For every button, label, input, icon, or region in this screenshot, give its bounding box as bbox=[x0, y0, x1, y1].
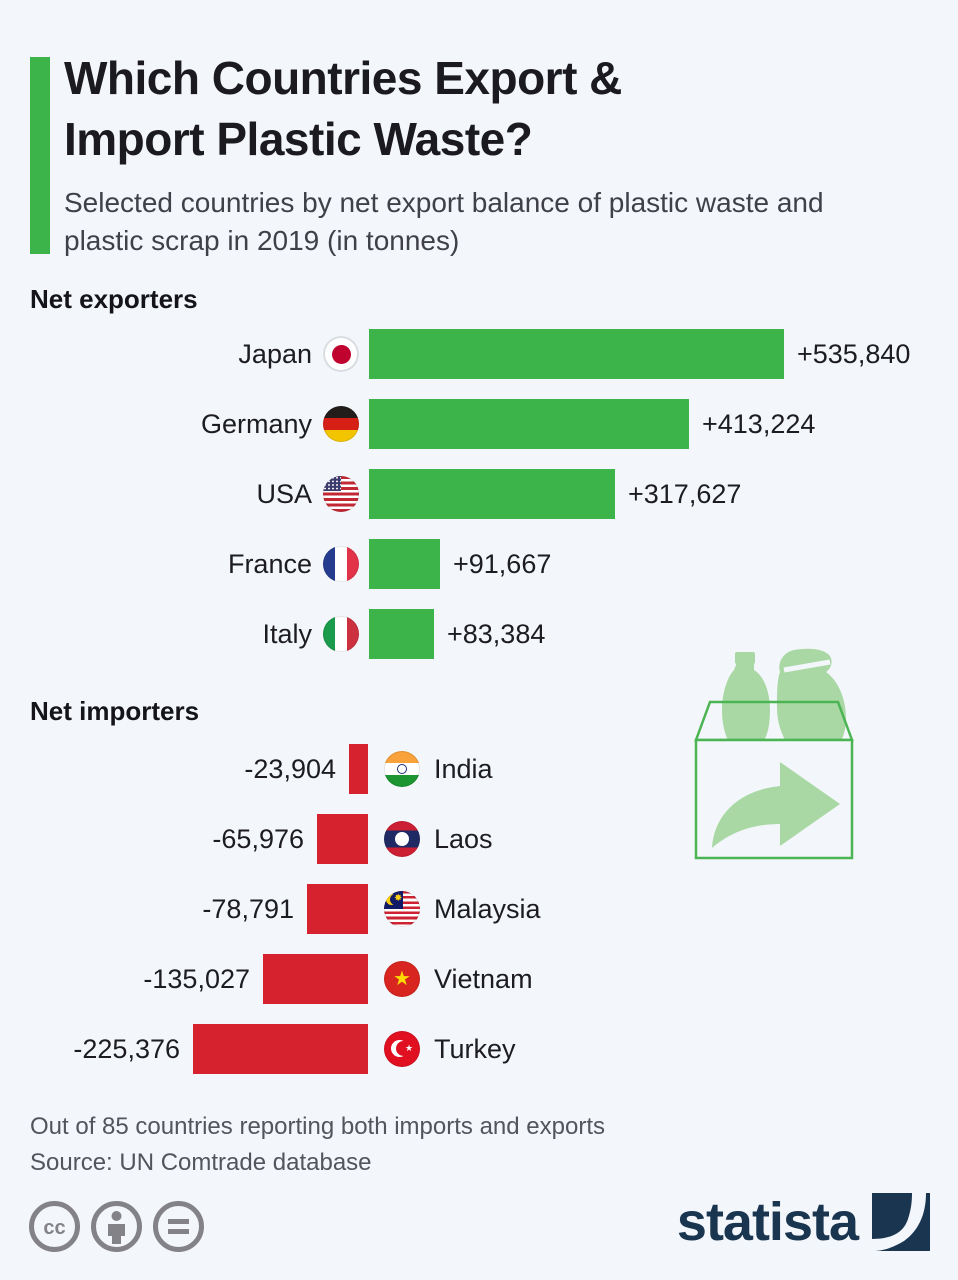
statista-logo-mark-icon bbox=[872, 1193, 930, 1251]
value-label-italy: +83,384 bbox=[447, 618, 546, 649]
country-label-vietnam: Vietnam bbox=[434, 963, 533, 994]
india-flag-icon bbox=[384, 751, 420, 787]
country-label-usa: USA bbox=[256, 478, 312, 509]
bar-japan bbox=[369, 329, 784, 379]
bar-vietnam bbox=[263, 954, 368, 1004]
exporter-bars: Japan +535,840 Germany +413,224 USA +317… bbox=[0, 319, 958, 669]
bar-row-france: France +91,667 bbox=[0, 529, 958, 599]
bar-row-italy: Italy +83,384 bbox=[0, 599, 958, 669]
turkey-flag-icon: ★ bbox=[384, 1031, 420, 1067]
france-flag-icon bbox=[323, 546, 359, 582]
bar-row-vietnam: -135,027 ★ Vietnam bbox=[0, 944, 958, 1014]
source-note: Source: UN Comtrade database bbox=[30, 1149, 372, 1176]
cc-license-icons: cc bbox=[28, 1200, 205, 1253]
bar-italy bbox=[369, 609, 434, 659]
cc-by-icon bbox=[91, 1201, 142, 1252]
value-label-japan: +535,840 bbox=[797, 338, 911, 369]
country-label-france: France bbox=[227, 548, 312, 579]
country-label-germany: Germany bbox=[200, 408, 312, 439]
value-label-laos: -65,976 bbox=[212, 823, 304, 854]
value-label-india: -23,904 bbox=[244, 753, 336, 784]
italy-flag-icon bbox=[323, 616, 359, 652]
germany-flag-icon bbox=[323, 406, 359, 442]
bar-row-malaysia: -78,791 ✸ Malaysia bbox=[0, 874, 958, 944]
footnote: Out of 85 countries reporting both impor… bbox=[30, 1113, 605, 1140]
country-label-turkey: Turkey bbox=[434, 1033, 516, 1064]
value-label-france: +91,667 bbox=[453, 548, 552, 579]
title-line-2: Import Plastic Waste? bbox=[64, 113, 533, 165]
country-label-japan: Japan bbox=[238, 338, 312, 369]
bar-france bbox=[369, 539, 440, 589]
vietnam-flag-icon: ★ bbox=[384, 961, 420, 997]
malaysia-flag-icon: ✸ bbox=[384, 891, 420, 927]
value-label-malaysia: -78,791 bbox=[202, 893, 294, 924]
bar-row-japan: Japan +535,840 bbox=[0, 319, 958, 389]
page-title: Which Countries Export & Import Plastic … bbox=[64, 48, 924, 170]
bar-india bbox=[349, 744, 368, 794]
bar-row-turkey: -225,376 ★ Turkey bbox=[0, 1014, 958, 1084]
bar-row-usa: USA +317,627 bbox=[0, 459, 958, 529]
value-label-usa: +317,627 bbox=[628, 478, 742, 509]
bar-germany bbox=[369, 399, 689, 449]
net-importers-heading: Net importers bbox=[30, 696, 200, 726]
net-exporters-heading: Net exporters bbox=[30, 284, 198, 314]
bar-turkey bbox=[193, 1024, 368, 1074]
country-label-india: India bbox=[434, 753, 493, 784]
value-label-germany: +413,224 bbox=[702, 408, 816, 439]
statista-logo: statista bbox=[677, 1190, 930, 1254]
importer-bars: -23,904 India -65,976 Laos -78,791 ✸ Mal… bbox=[0, 734, 958, 1084]
cc-icon: cc bbox=[29, 1201, 80, 1252]
bar-laos bbox=[317, 814, 368, 864]
bar-row-germany: Germany +413,224 bbox=[0, 389, 958, 459]
japan-flag-icon bbox=[323, 336, 359, 372]
bar-row-india: -23,904 India bbox=[0, 734, 958, 804]
country-label-laos: Laos bbox=[434, 823, 493, 854]
page-subtitle: Selected countries by net export balance… bbox=[64, 187, 824, 256]
title-accent-bar bbox=[30, 57, 50, 254]
cc-nd-icon bbox=[153, 1201, 204, 1252]
usa-flag-icon bbox=[323, 476, 359, 512]
value-label-turkey: -225,376 bbox=[73, 1033, 180, 1064]
plastic-waste-export-box-illustration bbox=[694, 648, 854, 860]
title-line-1: Which Countries Export & bbox=[64, 52, 622, 104]
country-label-italy: Italy bbox=[262, 618, 312, 649]
statista-wordmark: statista bbox=[676, 1192, 859, 1252]
country-label-malaysia: Malaysia bbox=[434, 893, 541, 924]
bar-usa bbox=[369, 469, 615, 519]
bar-row-laos: -65,976 Laos bbox=[0, 804, 958, 874]
bar-malaysia bbox=[307, 884, 368, 934]
laos-flag-icon bbox=[384, 821, 420, 857]
value-label-vietnam: -135,027 bbox=[143, 963, 250, 994]
svg-text:cc: cc bbox=[43, 1217, 65, 1239]
